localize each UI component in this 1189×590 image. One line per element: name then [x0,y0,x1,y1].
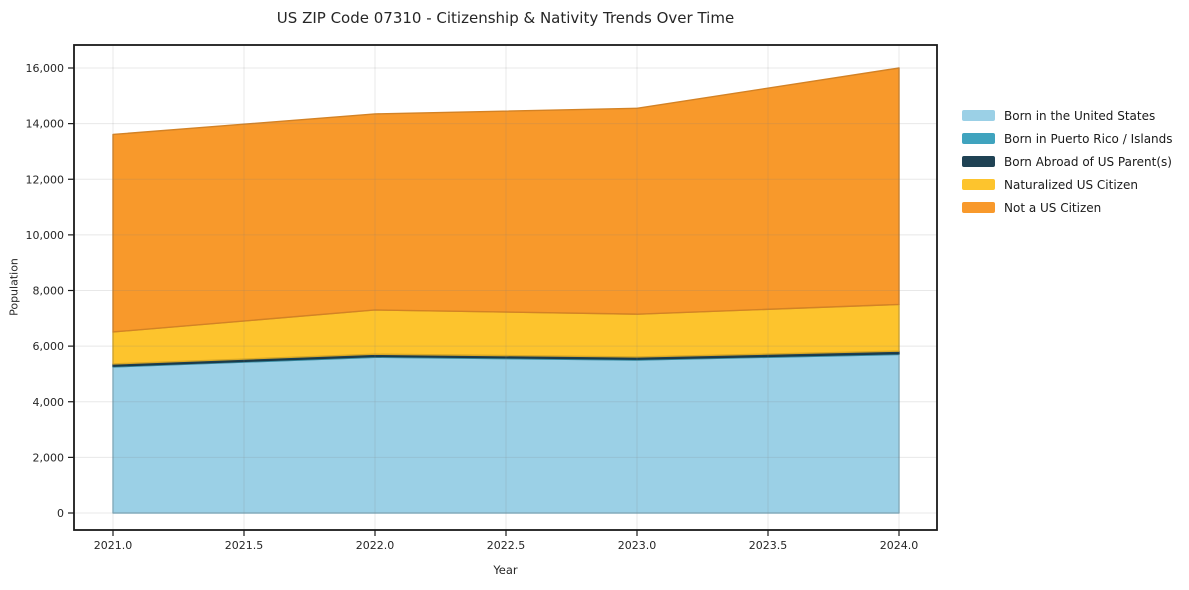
legend-swatch-icon [962,202,995,213]
legend-item: Born Abroad of US Parent(s) [962,150,1173,173]
legend-swatch-icon [962,179,995,190]
legend-swatch-icon [962,156,995,167]
area-series-4 [112,67,900,333]
tick-labels: 0 2,000 4,000 6,000 8,000 10,000 12,000 14,000 1… [26,62,919,552]
x-tick-label: 2023.5 [749,539,788,552]
legend-swatch-icon [962,110,995,121]
legend-label: Born in Puerto Rico / Islands [1004,131,1173,146]
legend-swatch-icon [962,133,995,144]
x-tick-label: 2021.0 [94,539,133,552]
y-tick-label: 8,000 [33,285,65,298]
y-tick-label: 10,000 [26,229,65,242]
y-tick-label: 12,000 [26,173,65,186]
x-tick-label: 2024.0 [880,539,919,552]
x-tick-label: 2023.0 [618,539,657,552]
legend-label: Not a US Citizen [1004,200,1102,215]
y-tick-label: 6,000 [33,340,65,353]
y-tick-label: 14,000 [26,118,65,131]
gridlines [74,45,937,530]
chart-title: US ZIP Code 07310 - Citizenship & Nativi… [276,9,735,27]
legend: Born in the United States Born in Puerto … [962,104,1173,219]
y-tick-label: 2,000 [33,451,65,464]
x-tick-label: 2021.5 [225,539,264,552]
legend-item: Naturalized US Citizen [962,173,1173,196]
legend-item: Born in the United States [962,104,1173,127]
legend-label: Born in the United States [1004,108,1156,123]
tick-marks [68,67,900,536]
stacked-areas [112,67,900,514]
y-tick-label: 0 [57,507,64,520]
x-axis-label: Year [493,563,518,577]
legend-label: Naturalized US Citizen [1004,177,1138,192]
legend-item: Not a US Citizen [962,196,1173,219]
y-tick-label: 16,000 [26,62,65,75]
legend-item: Born in Puerto Rico / Islands [962,127,1173,150]
x-tick-label: 2022.0 [356,539,395,552]
legend-label: Born Abroad of US Parent(s) [1004,154,1172,169]
x-tick-label: 2022.5 [487,539,526,552]
y-tick-label: 4,000 [33,396,65,409]
